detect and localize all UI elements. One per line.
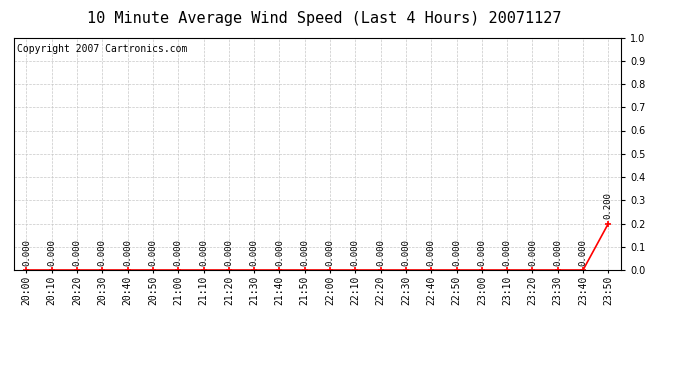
Text: 20:30: 20:30 (97, 275, 108, 304)
Text: 0.000: 0.000 (502, 239, 512, 266)
Text: 0.000: 0.000 (199, 239, 208, 266)
Text: 10 Minute Average Wind Speed (Last 4 Hours) 20071127: 10 Minute Average Wind Speed (Last 4 Hou… (87, 11, 562, 26)
Text: 21:30: 21:30 (249, 275, 259, 304)
Text: 0.000: 0.000 (477, 239, 486, 266)
Text: 21:40: 21:40 (275, 275, 284, 304)
Text: 23:50: 23:50 (603, 275, 613, 304)
Text: 0.000: 0.000 (47, 239, 57, 266)
Text: 0.000: 0.000 (553, 239, 562, 266)
Text: 0.000: 0.000 (452, 239, 461, 266)
Text: 0.200: 0.200 (604, 192, 613, 219)
Text: 0.000: 0.000 (376, 239, 385, 266)
Text: 23:30: 23:30 (553, 275, 563, 304)
Text: 0.000: 0.000 (224, 239, 233, 266)
Text: 22:30: 22:30 (401, 275, 411, 304)
Text: 0.000: 0.000 (528, 239, 537, 266)
Text: 21:00: 21:00 (173, 275, 184, 304)
Text: 22:40: 22:40 (426, 275, 436, 304)
Text: 0.000: 0.000 (426, 239, 436, 266)
Text: 23:20: 23:20 (527, 275, 538, 304)
Text: 20:50: 20:50 (148, 275, 158, 304)
Text: 22:10: 22:10 (351, 275, 360, 304)
Text: 22:20: 22:20 (375, 275, 386, 304)
Text: 21:50: 21:50 (299, 275, 310, 304)
Text: 0.000: 0.000 (98, 239, 107, 266)
Text: 0.000: 0.000 (402, 239, 411, 266)
Text: 0.000: 0.000 (250, 239, 259, 266)
Text: 20:20: 20:20 (72, 275, 82, 304)
Text: 0.000: 0.000 (300, 239, 309, 266)
Text: 0.000: 0.000 (72, 239, 81, 266)
Text: 22:00: 22:00 (325, 275, 335, 304)
Text: 0.000: 0.000 (174, 239, 183, 266)
Text: 0.000: 0.000 (326, 239, 335, 266)
Text: 20:00: 20:00 (21, 275, 32, 304)
Text: 23:40: 23:40 (578, 275, 588, 304)
Text: 20:40: 20:40 (123, 275, 132, 304)
Text: 23:10: 23:10 (502, 275, 512, 304)
Text: 0.000: 0.000 (22, 239, 31, 266)
Text: 21:20: 21:20 (224, 275, 234, 304)
Text: Copyright 2007 Cartronics.com: Copyright 2007 Cartronics.com (17, 45, 187, 54)
Text: 21:10: 21:10 (199, 275, 208, 304)
Text: 22:50: 22:50 (451, 275, 462, 304)
Text: 0.000: 0.000 (275, 239, 284, 266)
Text: 0.000: 0.000 (148, 239, 157, 266)
Text: 0.000: 0.000 (578, 239, 588, 266)
Text: 20:10: 20:10 (47, 275, 57, 304)
Text: 23:00: 23:00 (477, 275, 487, 304)
Text: 0.000: 0.000 (351, 239, 360, 266)
Text: 0.000: 0.000 (123, 239, 132, 266)
